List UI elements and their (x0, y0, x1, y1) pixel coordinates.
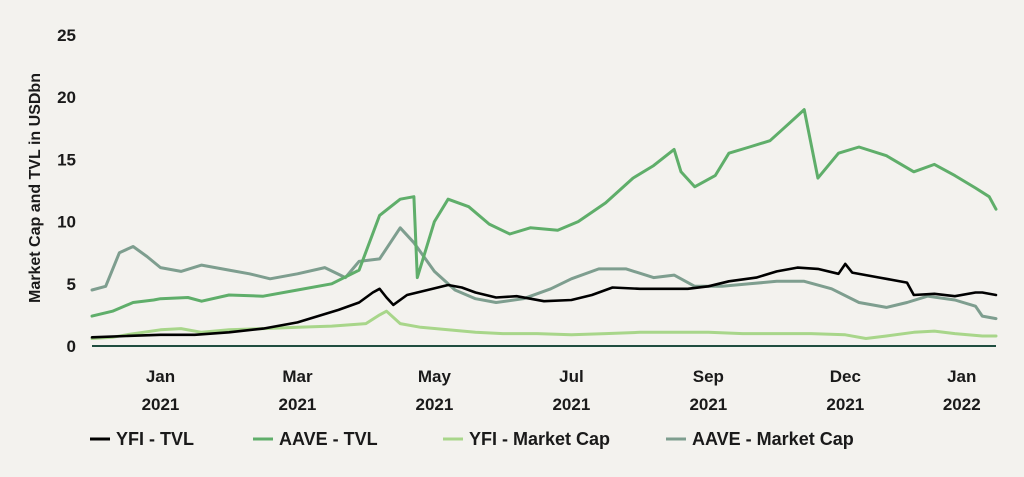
legend-label: AAVE - TVL (279, 429, 378, 449)
x-tick-label-year: 2021 (552, 395, 590, 414)
y-tick-label: 15 (57, 150, 76, 169)
y-tick-label: 25 (57, 26, 76, 45)
y-tick-label: 0 (67, 337, 76, 356)
y-axis: 0 5 10 15 20 25 (57, 26, 76, 356)
x-tick-label-year: 2021 (142, 395, 180, 414)
y-tick-label: 20 (57, 88, 76, 107)
series-lines (90, 108, 998, 340)
series-line-yfi-market-cap (90, 309, 998, 340)
x-tick-label-month: Dec (830, 367, 861, 386)
x-tick-label-year: 2021 (689, 395, 727, 414)
legend: YFI - TVL AAVE - TVL YFI - Market Cap AAVE … (90, 429, 854, 449)
y-tick-label: 5 (67, 275, 76, 294)
x-tick-label-month: May (418, 367, 452, 386)
y-axis-title: Market Cap and TVL in USDbn (27, 73, 44, 303)
series-line-aave-market-cap (90, 226, 998, 321)
series-line-aave-tvl (90, 108, 998, 318)
x-tick-label-year: 2021 (279, 395, 317, 414)
y-tick-label: 10 (57, 213, 76, 232)
x-tick-label-year: 2022 (943, 395, 981, 414)
x-tick-label-month: Sep (693, 367, 724, 386)
x-tick-label-month: Jan (146, 367, 175, 386)
plot-area (90, 108, 998, 347)
series-line-yfi-tvl (90, 262, 998, 339)
x-tick-label-month: Jul (559, 367, 584, 386)
x-tick-label-month: Jan (947, 367, 976, 386)
legend-label: AAVE - Market Cap (692, 429, 854, 449)
x-tick-label-month: Mar (282, 367, 313, 386)
legend-label: YFI - TVL (116, 429, 194, 449)
x-tick-label-year: 2021 (416, 395, 454, 414)
x-tick-label-year: 2021 (826, 395, 864, 414)
legend-label: YFI - Market Cap (469, 429, 610, 449)
x-axis: Jan 2021 Mar 2021 May 2021 Jul 2021 Sep 2021 Dec 20… (142, 367, 981, 414)
